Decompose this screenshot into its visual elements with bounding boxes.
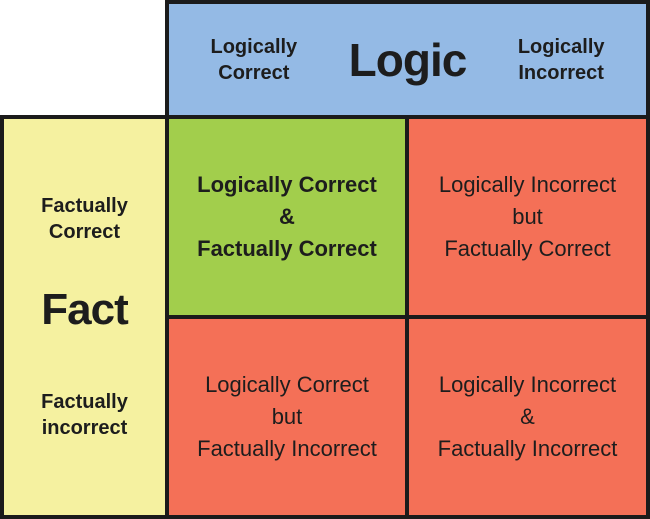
logic-axis-header: Logically Correct Logic Logically Incorr… (165, 0, 650, 119)
quadrant-logically-incorrect-factually-correct: Logically Incorrect but Factually Correc… (405, 115, 650, 319)
factually-correct-row-label: Factually Correct (41, 195, 128, 243)
quadrant-logically-incorrect-factually-incorrect: Logically Incorrect & Factually Incorrec… (405, 315, 650, 519)
logically-incorrect-column-label: Logically Incorrect (517, 35, 605, 84)
quadrant-logically-correct-factually-correct: Logically Correct & Factually Correct (165, 115, 409, 319)
quadrant-logically-correct-factually-incorrect: Logically Correct but Factually Incorrec… (165, 315, 409, 519)
factually-incorrect-row-label: Factually incorrect (41, 391, 128, 439)
logically-correct-column-label: Logically Correct (210, 35, 298, 84)
logic-axis-title: Logic (348, 33, 468, 86)
fact-axis-title: Fact (41, 285, 128, 334)
fact-axis-sidebar: Factually Correct Fact Factually incorre… (0, 115, 169, 519)
